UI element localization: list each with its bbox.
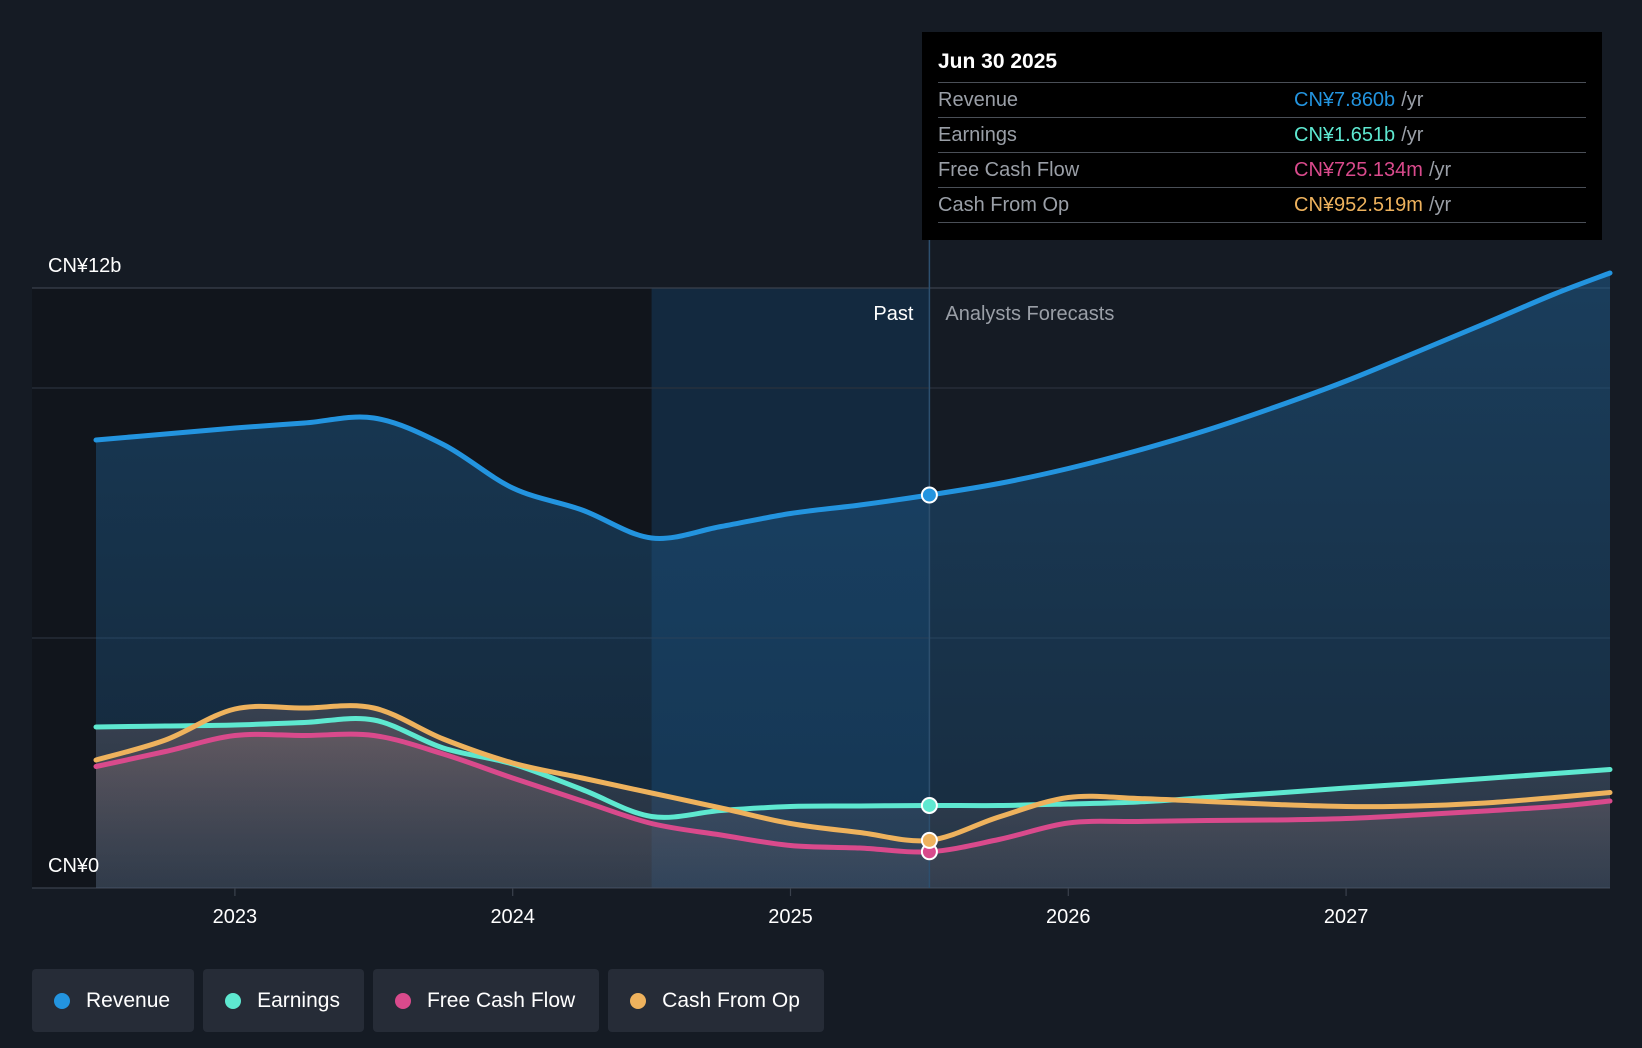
series-lines [93, 270, 1613, 855]
tooltip-row: Free Cash Flow CN¥725.134m/yr [938, 152, 1586, 187]
revenue-marker [920, 486, 938, 504]
legend-item-cash-from-op[interactable]: Cash From Op [608, 969, 824, 1032]
legend-dot-icon [394, 992, 411, 1009]
tooltip-row-unit: /yr [1401, 123, 1424, 146]
chart: 2023 2024 2025 2026 2027 CN¥12b CN¥0 Past An… [32, 240, 1613, 928]
legend-item-revenue[interactable]: Revenue [32, 969, 195, 1032]
revenue-area [96, 273, 1610, 888]
tooltip-row-unit: /yr [1401, 88, 1424, 111]
tooltip-row-value: CN¥7.860b [1294, 88, 1396, 111]
legend-dot-icon [225, 992, 242, 1009]
revenue-line [93, 270, 1613, 541]
x-tick-label: 2026 [1046, 906, 1091, 928]
forecast-label: Analysts Forecasts [945, 303, 1114, 325]
y-axis-bottom-label: CN¥0 [48, 855, 99, 877]
tooltip-row: Earnings CN¥1.651b/yr [938, 117, 1586, 152]
tooltip-row-unit: /yr [1428, 193, 1452, 216]
x-tick-label: 2024 [490, 906, 535, 928]
earnings-marker [920, 796, 938, 814]
legend-dot-icon [630, 992, 647, 1009]
legend-label: Revenue [86, 988, 171, 1012]
cash-from-op-marker [920, 831, 938, 849]
legend-label: Cash From Op [662, 988, 800, 1012]
tooltip-row-name: Revenue [938, 88, 1019, 111]
hover-markers [920, 486, 938, 861]
x-axis: 2023 2024 2025 2026 2027 [213, 888, 1369, 928]
legend: Revenue Earnings Free Cash Flow Cash From O… [32, 969, 824, 1032]
tooltip-row: Revenue CN¥7.860b/yr [938, 82, 1586, 117]
tooltip-row-name: Free Cash Flow [938, 158, 1080, 181]
tooltip: Jun 30 2025 Revenue CN¥7.860b/yr Earnings C… [922, 32, 1602, 240]
past-label: Past [873, 303, 913, 325]
earnings-line [93, 716, 1613, 820]
cash-from-op-line [93, 703, 1613, 844]
tooltip-row-value: CN¥952.519m [1294, 193, 1423, 216]
tooltip-row-name: Earnings [938, 123, 1017, 146]
tooltip-row-unit: /yr [1428, 158, 1452, 181]
x-tick-label: 2027 [1324, 906, 1369, 928]
tooltip-date: Jun 30 2025 [938, 50, 1058, 73]
legend-item-earnings[interactable]: Earnings [203, 969, 364, 1032]
tooltip-row-value: CN¥1.651b [1294, 123, 1396, 146]
legend-label: Earnings [257, 988, 340, 1012]
y-axis-top-label: CN¥12b [48, 255, 121, 277]
tooltip-rows: Revenue CN¥7.860b/yr Earnings CN¥1.651b/yr F… [938, 82, 1586, 223]
legend-item-free-cash-flow[interactable]: Free Cash Flow [372, 969, 600, 1032]
x-tick-label: 2025 [768, 906, 813, 928]
legend-label: Free Cash Flow [426, 988, 576, 1012]
tooltip-row-name: Cash From Op [938, 193, 1070, 216]
tooltip-row: Cash From Op CN¥952.519m/yr [938, 187, 1586, 223]
x-tick-label: 2023 [213, 906, 258, 928]
legend-dot-icon [54, 992, 70, 1009]
tooltip-row-value: CN¥725.134m [1294, 158, 1423, 181]
free-cash-flow-line [93, 731, 1613, 855]
